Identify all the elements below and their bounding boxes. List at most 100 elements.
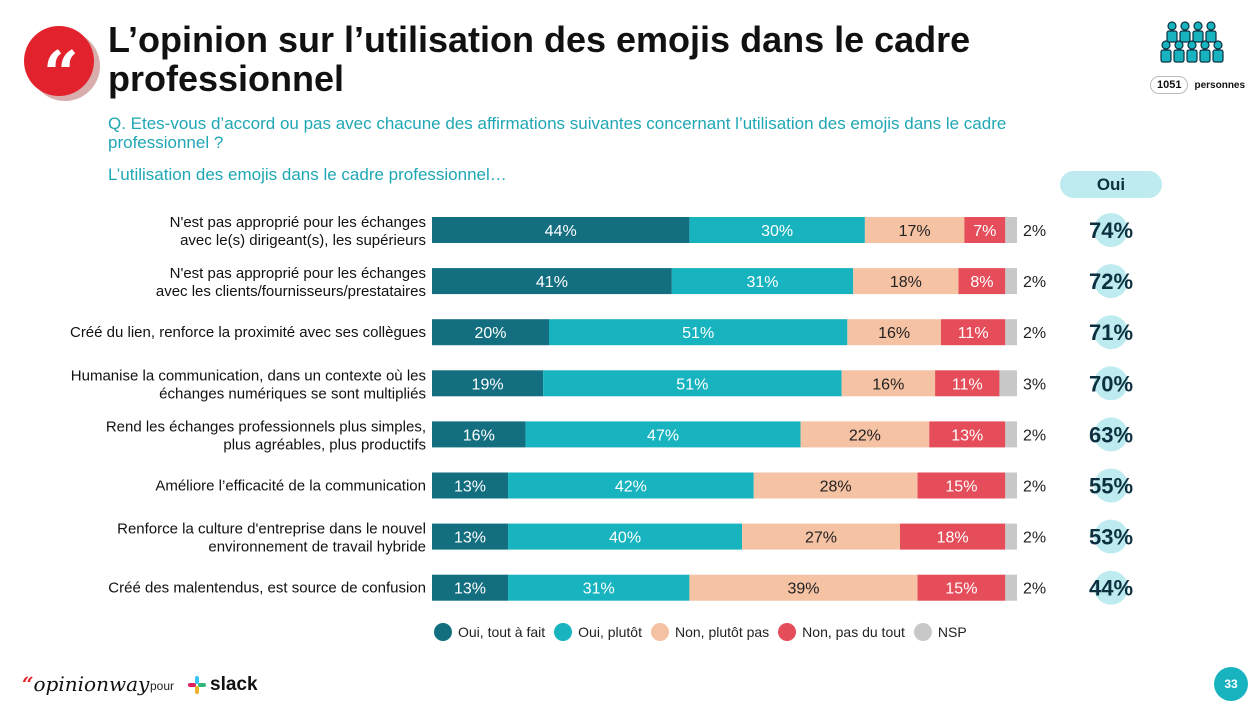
oui-total-label: 44% [1089, 576, 1133, 601]
category-label: Renforce la culture d'entreprise dans le… [117, 521, 426, 556]
bar-segment [1005, 217, 1017, 243]
bar-segment [432, 268, 672, 295]
question-text: Q. Etes-vous d’accord ou pas avec chacun… [108, 114, 1007, 152]
oui-total-label: 70% [1089, 371, 1133, 396]
data-label: 2% [1023, 427, 1046, 444]
bar-segment [900, 523, 1006, 550]
subquestion-text: L’utilisation des emojis dans le cadre p… [108, 165, 507, 184]
legend-item: Oui, tout à fait [434, 623, 545, 641]
bar-segment [525, 421, 801, 448]
data-label: 42% [615, 479, 647, 496]
data-label: 13% [951, 427, 983, 444]
oui-column-header: Oui [1060, 171, 1162, 198]
legend-label: Non, pas du tout [802, 624, 905, 640]
data-label: 2% [1023, 325, 1046, 342]
oui-total-circle [1094, 315, 1128, 350]
oui-total-circle [1094, 570, 1128, 605]
bar-segment [1005, 472, 1017, 499]
category-label-line: Renforce la culture d'entreprise dans le… [117, 521, 426, 538]
oui-total-circle [1094, 417, 1128, 452]
data-label: 39% [787, 581, 819, 598]
bar-segment [1005, 574, 1017, 601]
bar-segment [1005, 319, 1017, 346]
oui-total-label: 74% [1089, 218, 1133, 243]
bar-segment [689, 217, 865, 243]
data-label: 2% [1023, 581, 1046, 598]
data-label: 18% [890, 274, 922, 291]
bar-segment [940, 319, 1006, 346]
bar-segment [508, 523, 743, 550]
data-label: 47% [647, 427, 679, 444]
data-label: 16% [872, 376, 904, 393]
legend-item: Non, pas du tout [778, 623, 905, 641]
bar-segment [841, 370, 936, 397]
chart-legend: Oui, tout à fait Oui, plutôt Non, plutôt… [434, 623, 976, 641]
data-label: 8% [970, 274, 993, 291]
bar-segment [432, 319, 549, 346]
category-label-line: Améliore l’efficacité de la communicatio… [155, 478, 426, 495]
page-number: 33 [1214, 667, 1248, 701]
data-label: 13% [454, 530, 486, 547]
data-label: 2% [1023, 479, 1046, 496]
bar-segment [432, 370, 544, 397]
category-label-line: Créé du lien, renforce la proximité avec… [70, 324, 426, 341]
bar-segment [432, 472, 509, 499]
category-label-line: N'est pas approprié pour les échanges [170, 214, 426, 231]
bar-segment [671, 268, 854, 295]
legend-swatch [651, 623, 669, 641]
category-label-line: plus agréables, plus productifs [223, 436, 426, 453]
oui-total-label: 72% [1089, 269, 1133, 294]
data-label: 16% [878, 325, 910, 342]
legend-label: Oui, tout à fait [458, 624, 546, 640]
bar-segment [432, 574, 509, 601]
legend-item: NSP [913, 623, 967, 641]
data-label: 28% [820, 479, 852, 496]
bar-segment [800, 421, 930, 448]
data-label: 18% [937, 530, 969, 547]
bar-segment [935, 370, 1000, 397]
bar-segment [543, 370, 842, 397]
category-label: N'est pas approprié pour les échanges ave… [156, 265, 426, 300]
slack-logo: slack [188, 674, 258, 696]
bar-segment [853, 268, 959, 295]
data-label: 2% [1023, 274, 1046, 291]
people-group-icon [1160, 21, 1224, 63]
bar-segment [432, 523, 509, 550]
data-label: 3% [1023, 376, 1046, 393]
data-label: 27% [805, 530, 837, 547]
data-label: 20% [474, 325, 506, 342]
category-label-line: environnement de travail hybride [208, 539, 426, 556]
bar-segment [864, 217, 965, 243]
bar-segment [508, 472, 754, 499]
data-label: 11% [952, 376, 983, 393]
legend-swatch [778, 623, 797, 641]
data-label: 16% [463, 427, 495, 444]
category-label: Créé des malentendus, est source de conf… [108, 580, 426, 597]
legend-item: Oui, plutôt [554, 623, 642, 641]
bar-segment [958, 268, 1006, 295]
data-label: 19% [472, 376, 504, 393]
legend-label: NSP [937, 624, 967, 640]
category-label: Rend les échanges professionnels plus si… [106, 418, 426, 453]
legend-label: Oui, plutôt [578, 624, 642, 640]
data-label: 31% [583, 581, 615, 598]
data-label: 15% [945, 581, 977, 598]
bar-segment [432, 217, 690, 243]
bar-segment [1005, 421, 1017, 448]
category-label-line: avec le(s) dirigeant(s), les supérieurs [180, 232, 426, 249]
page-title: L’opinion sur l’utilisation des emojis d… [108, 19, 971, 99]
sample-label: personnes [1194, 79, 1246, 91]
data-label: 2% [1023, 223, 1046, 240]
data-label: 30% [761, 223, 793, 240]
bar-segment [917, 472, 1006, 499]
legend-swatch [554, 623, 573, 641]
oui-total-circle [1094, 213, 1128, 247]
oui-total-circle [1094, 468, 1128, 503]
data-label: 41% [536, 274, 568, 291]
oui-total-circle [1094, 366, 1128, 401]
data-label: 40% [609, 530, 641, 547]
category-label-line: Humanise la communication, dans un conte… [71, 367, 426, 384]
quote-mark-icon: “ [24, 26, 94, 105]
bar-segment [432, 421, 526, 448]
data-label: 7% [973, 223, 996, 240]
